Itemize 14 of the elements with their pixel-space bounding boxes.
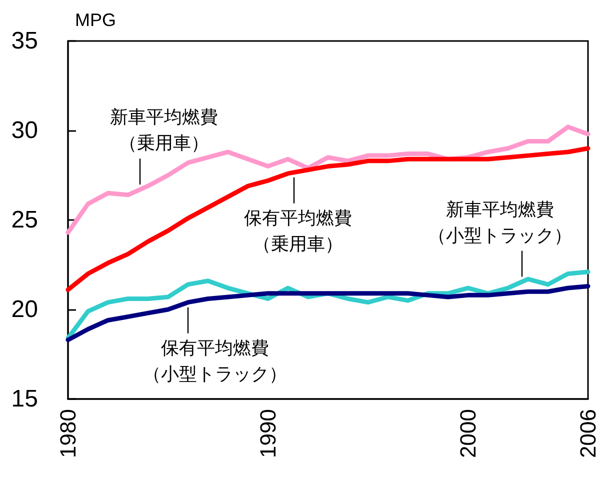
y-tick-label: 25 — [11, 206, 38, 234]
x-tick-label: 1980 — [56, 409, 80, 458]
y-tick-label: 15 — [11, 386, 38, 412]
x-tick-label: 1990 — [256, 409, 280, 458]
y-axis-title: MPG — [75, 10, 116, 30]
series-label: 新車平均燃費（乗用車） — [110, 107, 218, 154]
series-label: 新車平均燃費（小型トラック） — [428, 199, 572, 246]
y-tick-label: 35 — [11, 28, 38, 54]
y-tick-label: 30 — [11, 117, 38, 144]
x-tick-label: 2006 — [576, 409, 600, 458]
y-tick-label: 20 — [11, 296, 38, 323]
x-tick-label: 2000 — [456, 409, 480, 458]
series-label: 保有平均燃費（乗用車） — [244, 208, 352, 255]
series-label: 保有平均燃費（小型トラック） — [143, 338, 287, 385]
